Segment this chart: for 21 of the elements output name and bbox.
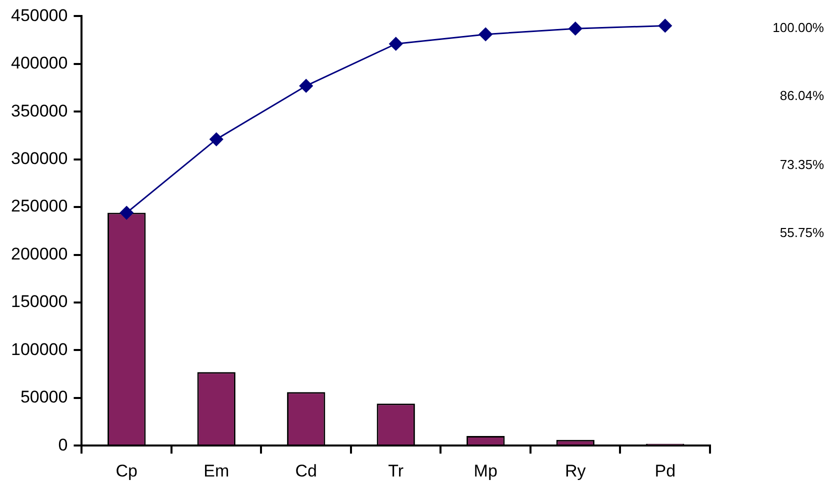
x-tick-label: Pd: [654, 461, 676, 480]
text: 55.75%: [780, 224, 824, 240]
y-tick-label: 200000: [10, 244, 68, 264]
y-tick-label: 350000: [10, 101, 68, 120]
y-tick-label: 150000: [10, 292, 68, 312]
y-tick-label: 400000: [10, 54, 68, 73]
x-tick-label: Tr: [388, 461, 404, 480]
y-tick-label: 0: [58, 435, 68, 454]
x-tick-label: Em: [204, 461, 230, 480]
text: 86.04%: [780, 88, 824, 104]
x-tick-label: Mp: [474, 461, 498, 480]
y-tick-label: 100000: [10, 340, 68, 359]
text: 73.35%: [780, 156, 824, 172]
y-tick-label: 300000: [10, 149, 68, 168]
x-tick-label: Ry: [564, 461, 586, 480]
x-tick-label: Cd: [295, 461, 317, 480]
y-tick-label: 450000: [10, 6, 68, 25]
y-tick-label: 50000: [20, 388, 68, 407]
y-tick-label: 250000: [10, 196, 68, 216]
text: 100.00%: [772, 20, 824, 35]
x-tick-label: Cp: [116, 461, 138, 480]
